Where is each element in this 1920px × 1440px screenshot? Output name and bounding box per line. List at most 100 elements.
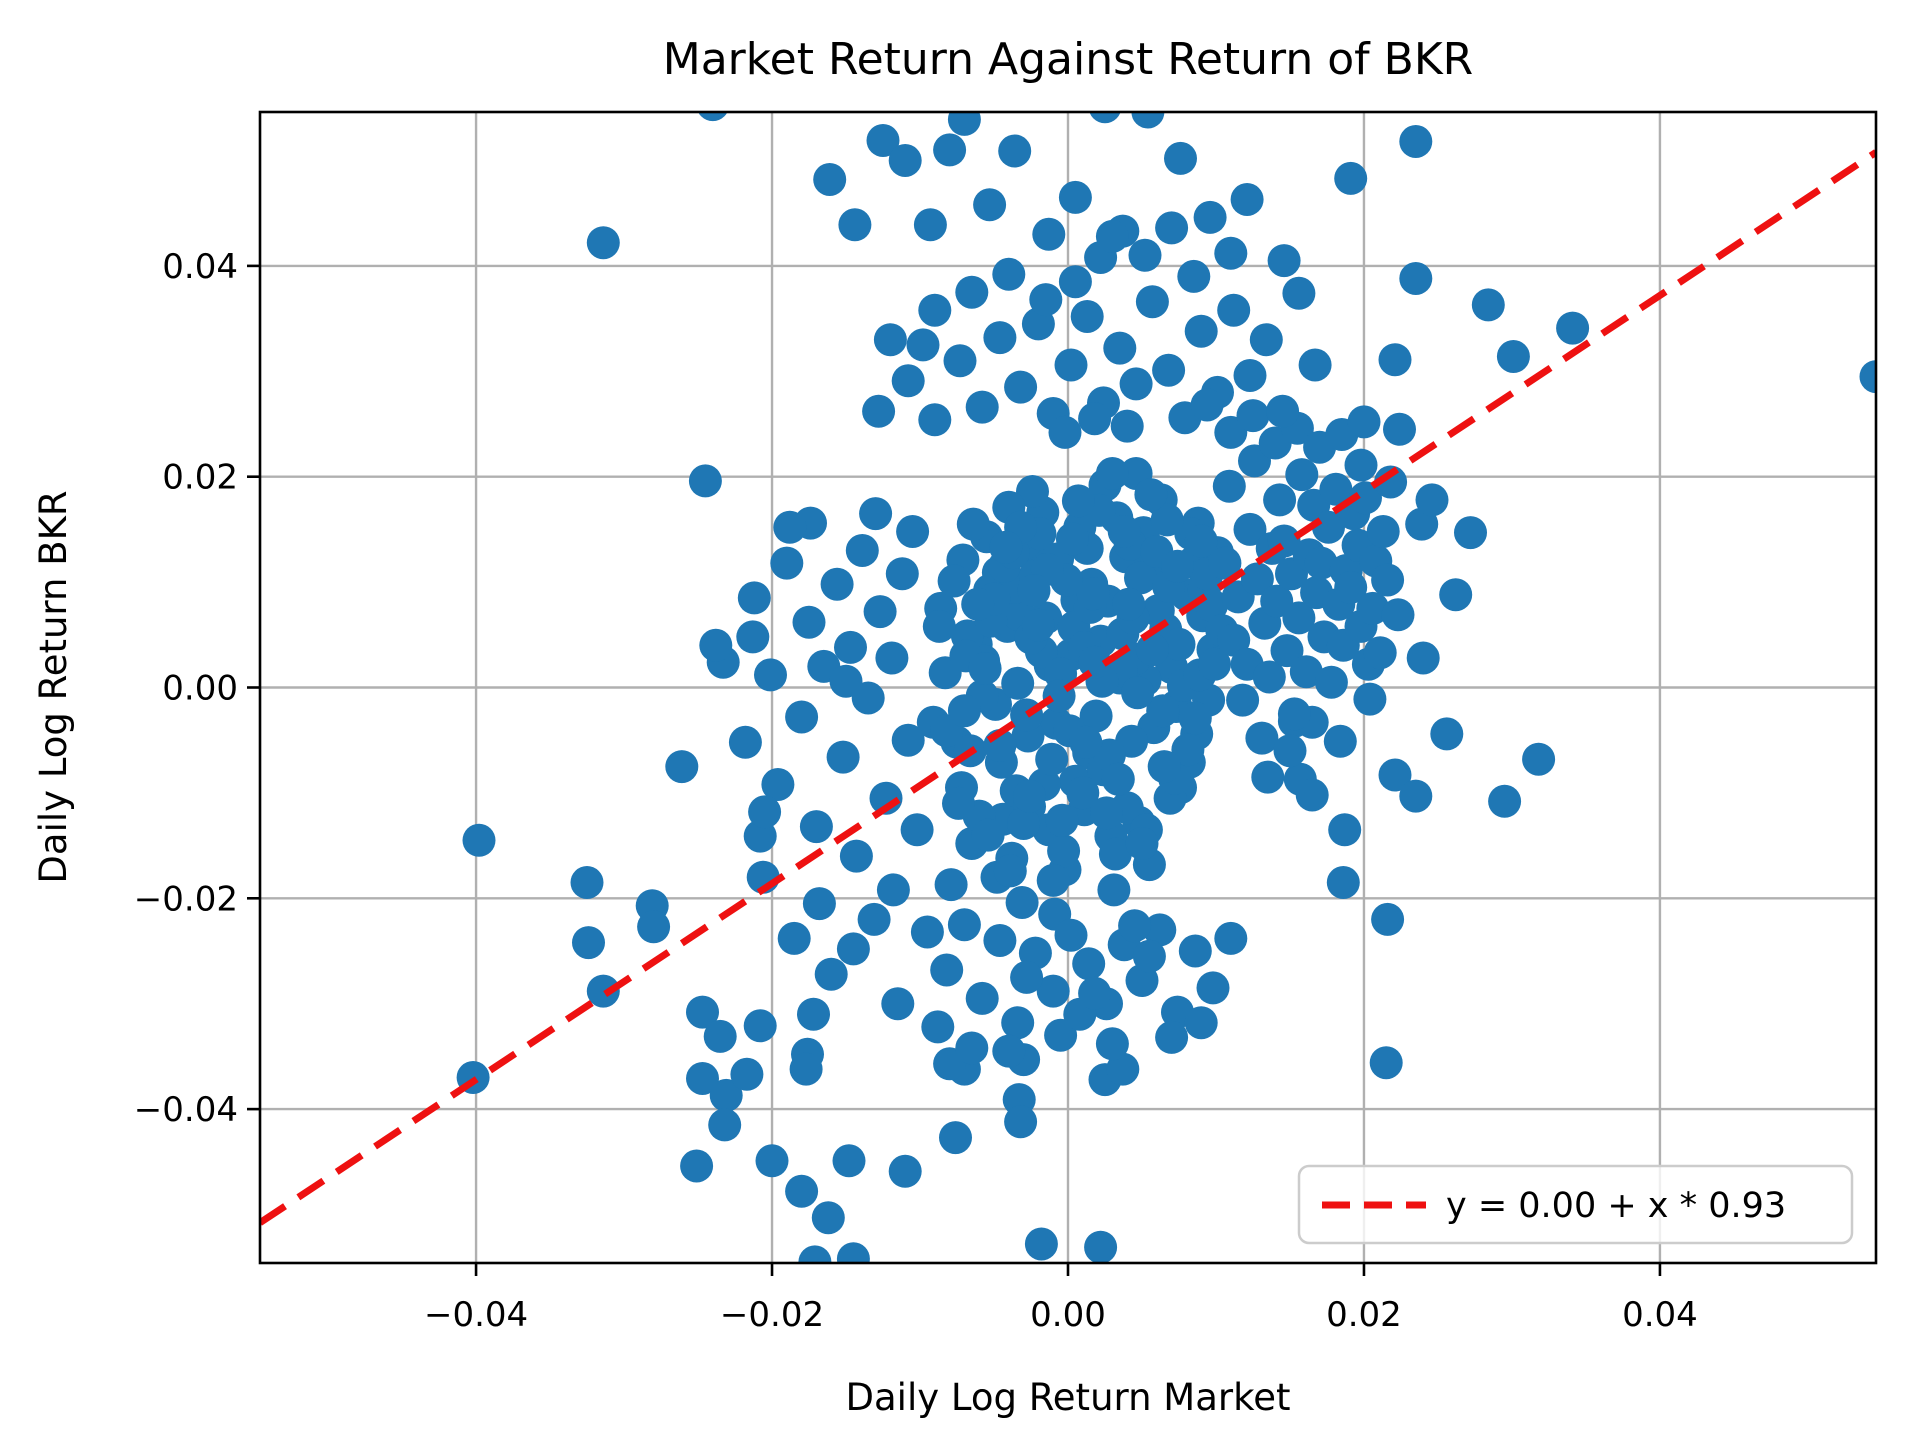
data-point [1184, 1006, 1218, 1040]
data-point [1178, 701, 1212, 735]
data-point [1128, 238, 1162, 272]
data-point [1369, 1046, 1403, 1080]
data-point [913, 208, 947, 242]
data-point [1047, 834, 1081, 868]
data-point [1119, 367, 1153, 401]
data-point [1035, 742, 1069, 776]
regression-line [260, 149, 1876, 1226]
data-point [1363, 636, 1397, 670]
data-point [1155, 211, 1189, 245]
data-point [875, 641, 909, 675]
data-point [1319, 472, 1353, 506]
data-point [1095, 1027, 1129, 1061]
data-point [743, 1009, 777, 1043]
x-tick-label: 0.04 [1622, 1295, 1698, 1335]
data-point [730, 1057, 764, 1091]
data-point [836, 932, 870, 966]
data-point [1106, 1052, 1140, 1086]
data-point [1190, 388, 1224, 422]
data-point [813, 163, 847, 196]
data-point [1097, 873, 1131, 907]
data-point [1152, 353, 1186, 387]
data-point [961, 587, 995, 621]
data-point [1013, 779, 1046, 813]
data-point [708, 1108, 742, 1142]
data-point [1214, 236, 1248, 270]
data-point [1134, 478, 1168, 512]
data-point [785, 700, 819, 734]
data-point [1058, 265, 1092, 299]
data-point [1236, 399, 1270, 433]
data-point [1399, 779, 1433, 813]
data-point [1131, 112, 1165, 129]
x-tick-label: −0.04 [424, 1295, 528, 1335]
data-point [838, 208, 872, 242]
data-point [829, 664, 863, 698]
data-point [1344, 448, 1378, 482]
data-point [1171, 733, 1205, 767]
data-point [1556, 311, 1590, 345]
data-point [943, 344, 977, 378]
tick-labels: −0.04 −0.02 0.00 0.02 0.04 −0.04 −0.02 0.00 0.02… [134, 247, 1698, 1335]
data-point [570, 866, 604, 899]
data-point [789, 1052, 823, 1086]
data-point [983, 924, 1017, 957]
data-point [891, 364, 925, 398]
data-point [947, 694, 981, 728]
data-point [748, 795, 782, 829]
data-point [1214, 921, 1248, 955]
data-point [1070, 300, 1104, 333]
data-point [910, 915, 944, 949]
data-point [1095, 219, 1129, 253]
data-point [1371, 563, 1405, 597]
data-point [834, 630, 867, 664]
data-point [845, 534, 879, 567]
data-point [1323, 724, 1357, 758]
data-point [1289, 655, 1323, 689]
data-point [1078, 402, 1112, 436]
data-point [930, 953, 964, 987]
y-tick-label: 0.00 [162, 669, 238, 709]
data-point [942, 786, 975, 820]
data-point [799, 810, 833, 844]
data-point [993, 854, 1027, 888]
data-point [1295, 778, 1329, 812]
data-point [1010, 960, 1044, 994]
chart-title: Market Return Against Return of BKR [663, 34, 1474, 85]
data-point [802, 887, 836, 921]
data-point [947, 908, 981, 942]
data-point [1454, 516, 1487, 550]
x-axis-label: Daily Log Return Market [846, 1376, 1291, 1419]
data-point [1125, 827, 1159, 860]
data-point [1076, 577, 1110, 611]
data-point [989, 530, 1023, 564]
data-point [586, 226, 620, 260]
data-point [956, 507, 990, 541]
data-point [1378, 758, 1412, 792]
data-point [1146, 694, 1180, 728]
data-point [839, 839, 873, 873]
data-point [826, 740, 860, 774]
data-point [1415, 483, 1449, 517]
data-point [1078, 645, 1112, 679]
data-point [992, 257, 1026, 291]
data-point [773, 510, 807, 544]
data-point [1312, 510, 1345, 544]
data-point [1198, 647, 1231, 681]
data-point [1233, 359, 1267, 392]
data-point [686, 1062, 719, 1095]
data-point [755, 1144, 789, 1178]
data-point [1098, 837, 1132, 871]
y-axis-label: Daily Log Return BKR [32, 490, 75, 883]
data-point [1374, 465, 1408, 499]
data-point [1383, 412, 1416, 446]
data-point [1217, 293, 1251, 327]
data-point [888, 144, 922, 177]
data-point [885, 557, 919, 591]
data-point [1245, 721, 1279, 755]
data-point [1118, 909, 1152, 943]
data-point [1334, 570, 1368, 604]
data-point [862, 394, 896, 428]
data-point [1184, 524, 1218, 558]
